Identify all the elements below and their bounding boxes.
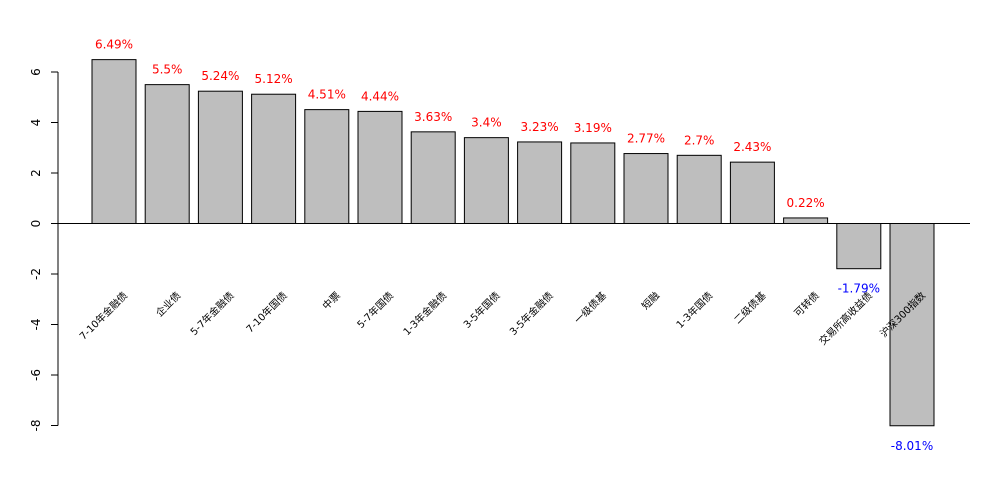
data-label: 2.43% [733,140,771,154]
bar [357,110,403,224]
category-label: 1-3年国债 [673,289,715,331]
bar [889,223,935,427]
data-label: -8.01% [891,439,933,453]
category-label: 3-5年金融债 [507,289,556,338]
category-label: 交易所高收益债 [816,289,875,348]
data-label: 2.77% [627,132,665,146]
data-label: 3.4% [471,116,502,130]
data-label: 6.49% [95,38,133,52]
y-tick-label: 0 [29,220,43,228]
data-label: 5.12% [255,72,293,86]
bar [251,93,297,224]
data-label: 5.24% [201,69,239,83]
y-tick-label: -6 [29,369,43,381]
y-tick-label: -8 [29,420,43,432]
category-labels: 7-10年金融债 企业债 5-7年金融债 7-10年国债 中票 5-7年国债 1-3年金融债… [77,289,929,348]
bar [144,84,190,224]
category-label: 5-7年国债 [354,289,396,331]
bar [623,153,669,224]
data-label: 3.19% [574,121,612,135]
data-label: 5.5% [152,63,183,77]
bar [836,223,882,270]
y-tick-label: 6 [29,68,43,76]
data-label: 4.44% [361,89,399,103]
y-tick-label: -2 [29,268,43,280]
category-label: 短融 [639,289,662,312]
category-label: 企业债 [153,289,183,319]
bar [729,161,775,224]
data-label: -1.79% [838,282,880,296]
data-label: 0.22% [787,196,825,210]
category-label: 7-10年国债 [243,289,289,335]
y-axis: -8 -6 -4 -2 0 2 4 6 [29,68,59,432]
y-tick-label: -4 [29,319,43,331]
bar [570,142,616,224]
data-label: 3.23% [521,120,559,134]
data-label: 4.51% [308,88,346,102]
bars [91,59,935,427]
category-label: 二级债基 [731,289,768,326]
category-label: 3-5年国债 [461,289,503,331]
bar [463,137,509,224]
category-label: 7-10年金融债 [77,289,131,343]
value-labels: 6.49% 5.5% 5.24% 5.12% 4.51% 4.44% 3.63% 3.4% 3.… [95,38,933,453]
category-label: 1-3年金融债 [400,289,449,338]
bar [410,131,456,224]
bar [197,90,243,224]
y-tick-label: 2 [29,169,43,177]
data-label: 2.7% [684,133,715,147]
y-tick-label: 4 [29,119,43,127]
category-label: 5-7年金融债 [187,289,236,338]
bar [517,141,563,225]
category-label: 一级债基 [571,289,608,326]
bar [91,59,137,224]
bar [304,109,350,224]
category-label: 中票 [320,289,343,312]
bar [783,217,829,225]
data-label: 3.63% [414,110,452,124]
bar [676,154,722,224]
category-label: 可转债 [791,289,821,319]
